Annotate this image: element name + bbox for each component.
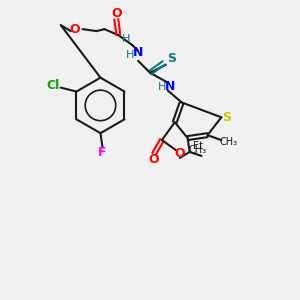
Text: F: F bbox=[98, 146, 107, 160]
Text: S: S bbox=[167, 52, 176, 65]
Text: CH₃: CH₃ bbox=[188, 145, 207, 155]
Text: N: N bbox=[133, 46, 143, 59]
Text: N: N bbox=[165, 80, 175, 93]
Text: H: H bbox=[122, 34, 130, 44]
Text: O: O bbox=[149, 153, 159, 167]
Text: Et: Et bbox=[193, 141, 202, 151]
Text: CH₃: CH₃ bbox=[219, 137, 237, 147]
Text: O: O bbox=[69, 22, 80, 36]
Text: S: S bbox=[222, 111, 231, 124]
Text: Cl: Cl bbox=[46, 79, 59, 92]
Text: O: O bbox=[174, 148, 185, 160]
Text: H: H bbox=[126, 50, 134, 60]
Text: O: O bbox=[111, 7, 122, 20]
Text: H: H bbox=[158, 82, 166, 92]
